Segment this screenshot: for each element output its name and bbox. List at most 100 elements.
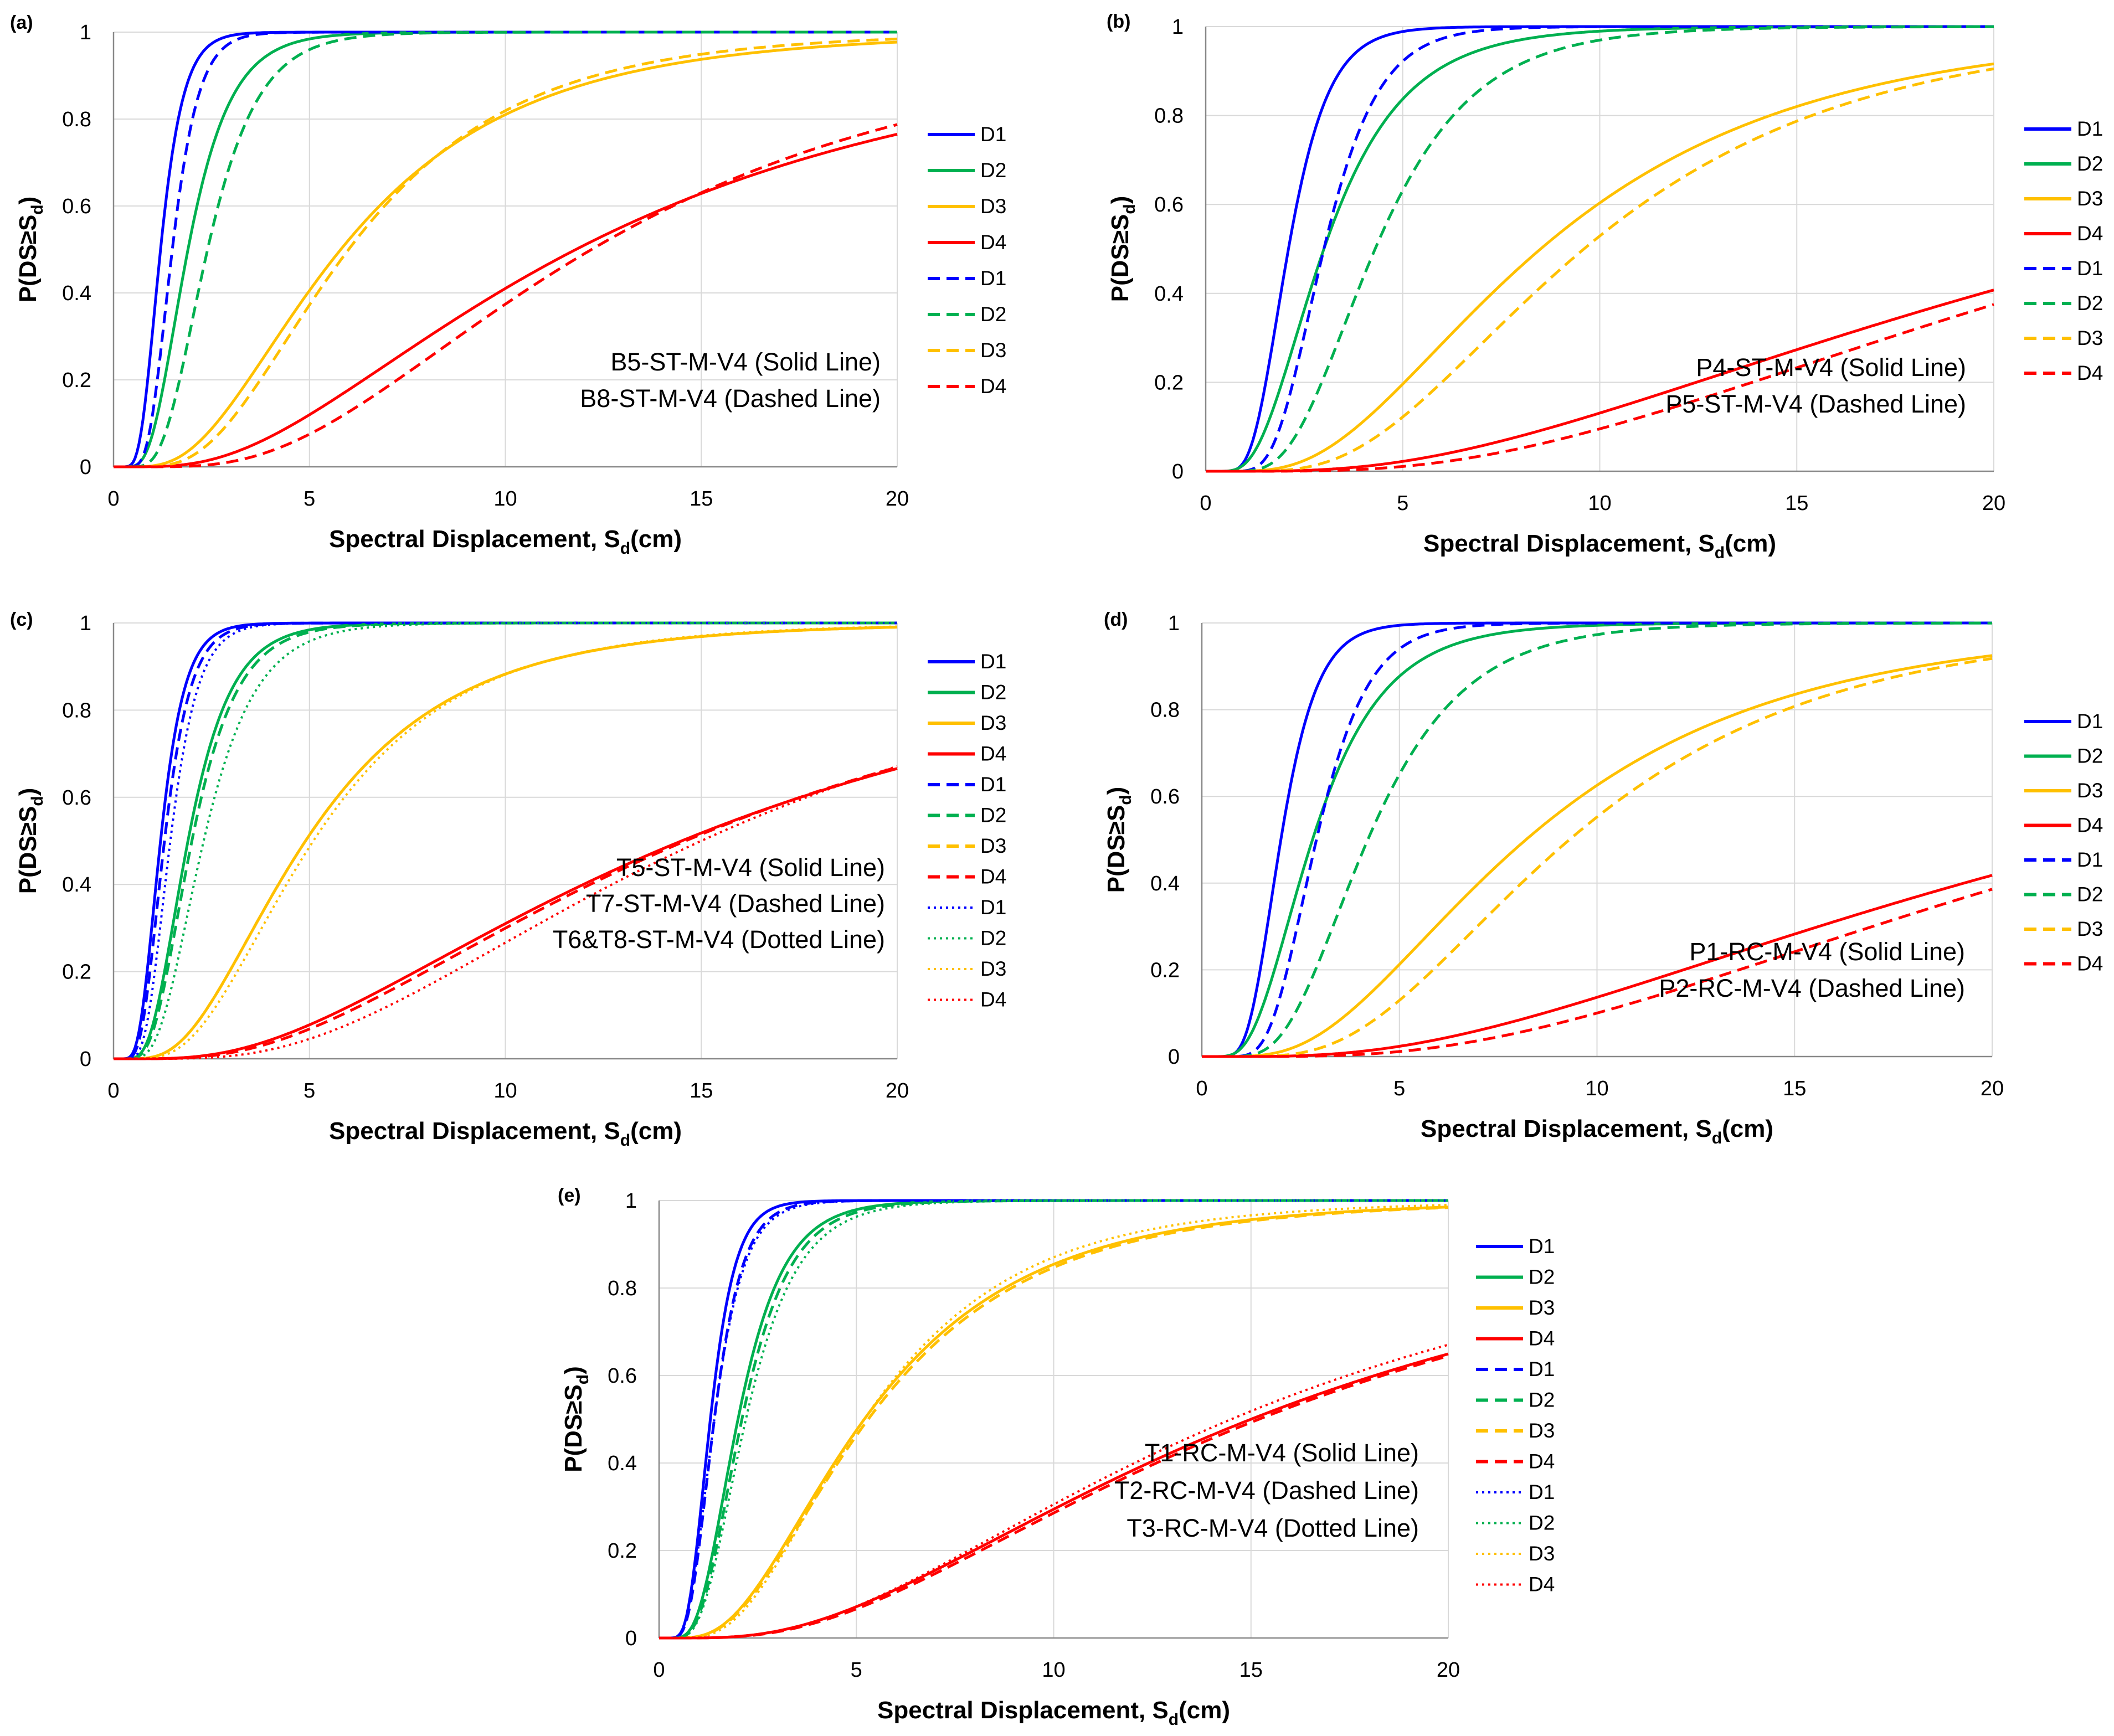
y-tick-label: 1: [80, 612, 91, 635]
x-tick-label: 10: [493, 487, 517, 511]
legend-label: D1: [1529, 1358, 1555, 1380]
legend-label: D4: [1529, 1450, 1555, 1473]
annotation-text: T7-ST-M-V4 (Dashed Line): [586, 889, 885, 918]
y-axis-title-sub: d: [574, 1374, 592, 1384]
y-tick-label: 0.2: [1150, 959, 1180, 982]
x-axis-title: Spectral Displacement, Sd(cm): [329, 1117, 682, 1150]
panel-label: (a): [10, 12, 33, 33]
x-axis-title-sub: d: [620, 539, 630, 558]
y-tick-label: 0: [625, 1627, 637, 1650]
y-tick-label: 0.4: [62, 873, 91, 897]
panel-label: (d): [1104, 609, 1128, 630]
series-line-d3-dashed: [114, 37, 898, 468]
chart-panel-1: 00.20.40.60.810 5 10 15 20(b)Spectral Displa…: [1107, 11, 2103, 562]
legend-label: D3: [2077, 779, 2103, 802]
y-axis-title-close: ): [560, 1366, 587, 1374]
y-tick-label: 0.4: [1154, 282, 1184, 306]
panel-label: (e): [558, 1185, 581, 1206]
legend-label: D3: [1529, 1542, 1555, 1565]
x-axis-title-main: Spectral Displacement, S: [329, 526, 620, 553]
legend-label: D1: [980, 267, 1006, 290]
legend-label: D4: [1529, 1573, 1555, 1596]
panel-label: (c): [10, 609, 33, 630]
x-axis-title: Spectral Displacement, Sd(cm): [1423, 530, 1776, 562]
x-tick-label: 20: [1437, 1658, 1460, 1682]
y-axis-title: P(DS≥Sd): [14, 788, 47, 894]
legend-label: D4: [2077, 952, 2103, 975]
legend-label: D1: [980, 773, 1006, 796]
y-axis-title-close: ): [14, 197, 42, 205]
legend-label: D2: [980, 159, 1006, 182]
legend-label: D3: [980, 957, 1006, 980]
panel-label: (b): [1107, 11, 1130, 32]
series-line-d4-solid: [1206, 289, 1994, 473]
legend-label: D3: [980, 712, 1006, 734]
y-tick-label: 0: [80, 1048, 91, 1071]
y-tick-label: 0: [1172, 460, 1184, 483]
y-axis-title-main: P(DS≥S: [1107, 214, 1134, 302]
x-tick-label: 20: [886, 487, 909, 511]
y-axis-title-main: P(DS≥S: [1103, 805, 1130, 893]
annotation-text: T6&T8-ST-M-V4 (Dotted Line): [553, 925, 885, 954]
x-axis-title-main: Spectral Displacement, S: [1423, 530, 1715, 557]
legend-label: D1: [2077, 848, 2103, 871]
legend-label: D2: [980, 804, 1006, 827]
x-tick-label: 10: [1588, 492, 1611, 515]
x-tick-label: 15: [1785, 492, 1808, 515]
x-tick-label: 5: [1397, 492, 1408, 515]
y-axis-title-sub: d: [28, 204, 47, 214]
y-axis-title-sub: d: [1120, 204, 1139, 214]
legend-label: D1: [2077, 117, 2103, 140]
y-tick-label: 0: [80, 456, 91, 479]
annotation-text: T3-RC-M-V4 (Dotted Line): [1127, 1514, 1419, 1542]
series-line-d3-dashed: [659, 1206, 1449, 1640]
x-axis-title-main: Spectral Displacement, S: [877, 1697, 1169, 1724]
series-line-d1-dotted: [659, 1199, 1448, 1639]
annotation-text: P1-RC-M-V4 (Solid Line): [1689, 937, 1965, 966]
annotation-text: P5-ST-M-V4 (Dashed Line): [1665, 390, 1966, 418]
legend-label: D1: [1529, 1235, 1555, 1258]
y-axis-title-close: ): [1103, 787, 1130, 795]
x-axis-title-sub: d: [1169, 1711, 1179, 1729]
chart-panel-4: 00.20.40.60.810 5 10 15 20(e)Spectral Displa…: [558, 1185, 1555, 1729]
y-axis-title-close: ): [1107, 196, 1134, 204]
x-axis-title-sub: d: [1712, 1129, 1722, 1147]
x-axis-title: Spectral Displacement, Sd(cm): [1421, 1115, 1773, 1147]
y-tick-label: 0.6: [608, 1364, 637, 1388]
legend-label: D4: [980, 375, 1006, 398]
legend-label: D2: [2077, 883, 2103, 906]
y-axis-title: P(DS≥Sd): [1107, 196, 1139, 302]
y-axis-title: P(DS≥Sd): [14, 197, 47, 303]
series-line-d4-solid: [114, 132, 898, 468]
x-tick-label: 10: [1042, 1658, 1065, 1682]
y-axis-title: P(DS≥Sd): [1103, 787, 1135, 893]
series-line-d4-dashed: [659, 1354, 1449, 1640]
x-tick-label: 5: [304, 487, 315, 511]
series-line-d4-dotted: [114, 765, 898, 1060]
series-line-d1-dotted: [114, 622, 897, 1060]
legend-label: D4: [980, 231, 1006, 254]
x-axis-title-sub: d: [620, 1131, 630, 1150]
y-tick-label: 0.8: [62, 108, 91, 131]
legend-label: D4: [980, 743, 1006, 765]
series-line-d4-dashed: [114, 123, 898, 468]
legend-label: D1: [980, 123, 1006, 146]
y-tick-label: 0.2: [62, 369, 91, 392]
annotation-text: B5-ST-M-V4 (Solid Line): [610, 348, 881, 376]
x-tick-label: 20: [886, 1079, 909, 1103]
series-line-d4-dashed: [1202, 888, 1993, 1058]
x-tick-label: 15: [1783, 1077, 1806, 1100]
legend-label: D2: [1529, 1512, 1555, 1534]
annotation-text: T1-RC-M-V4 (Solid Line): [1145, 1439, 1419, 1467]
annotation-text: T5-ST-M-V4 (Solid Line): [616, 853, 885, 882]
legend-label: D2: [980, 927, 1006, 950]
y-tick-label: 0: [1168, 1045, 1180, 1069]
legend-label: D4: [2077, 362, 2103, 384]
series-line-d3-dashed: [1202, 657, 1993, 1058]
chart-panel-2: 00.20.40.60.810 5 10 15 20(c)Spectral Displa…: [10, 609, 1006, 1150]
y-tick-label: 0.6: [62, 195, 91, 218]
x-tick-label: 20: [1982, 492, 2005, 515]
y-tick-label: 0.6: [62, 786, 91, 810]
series-line-d3-solid: [114, 40, 898, 468]
